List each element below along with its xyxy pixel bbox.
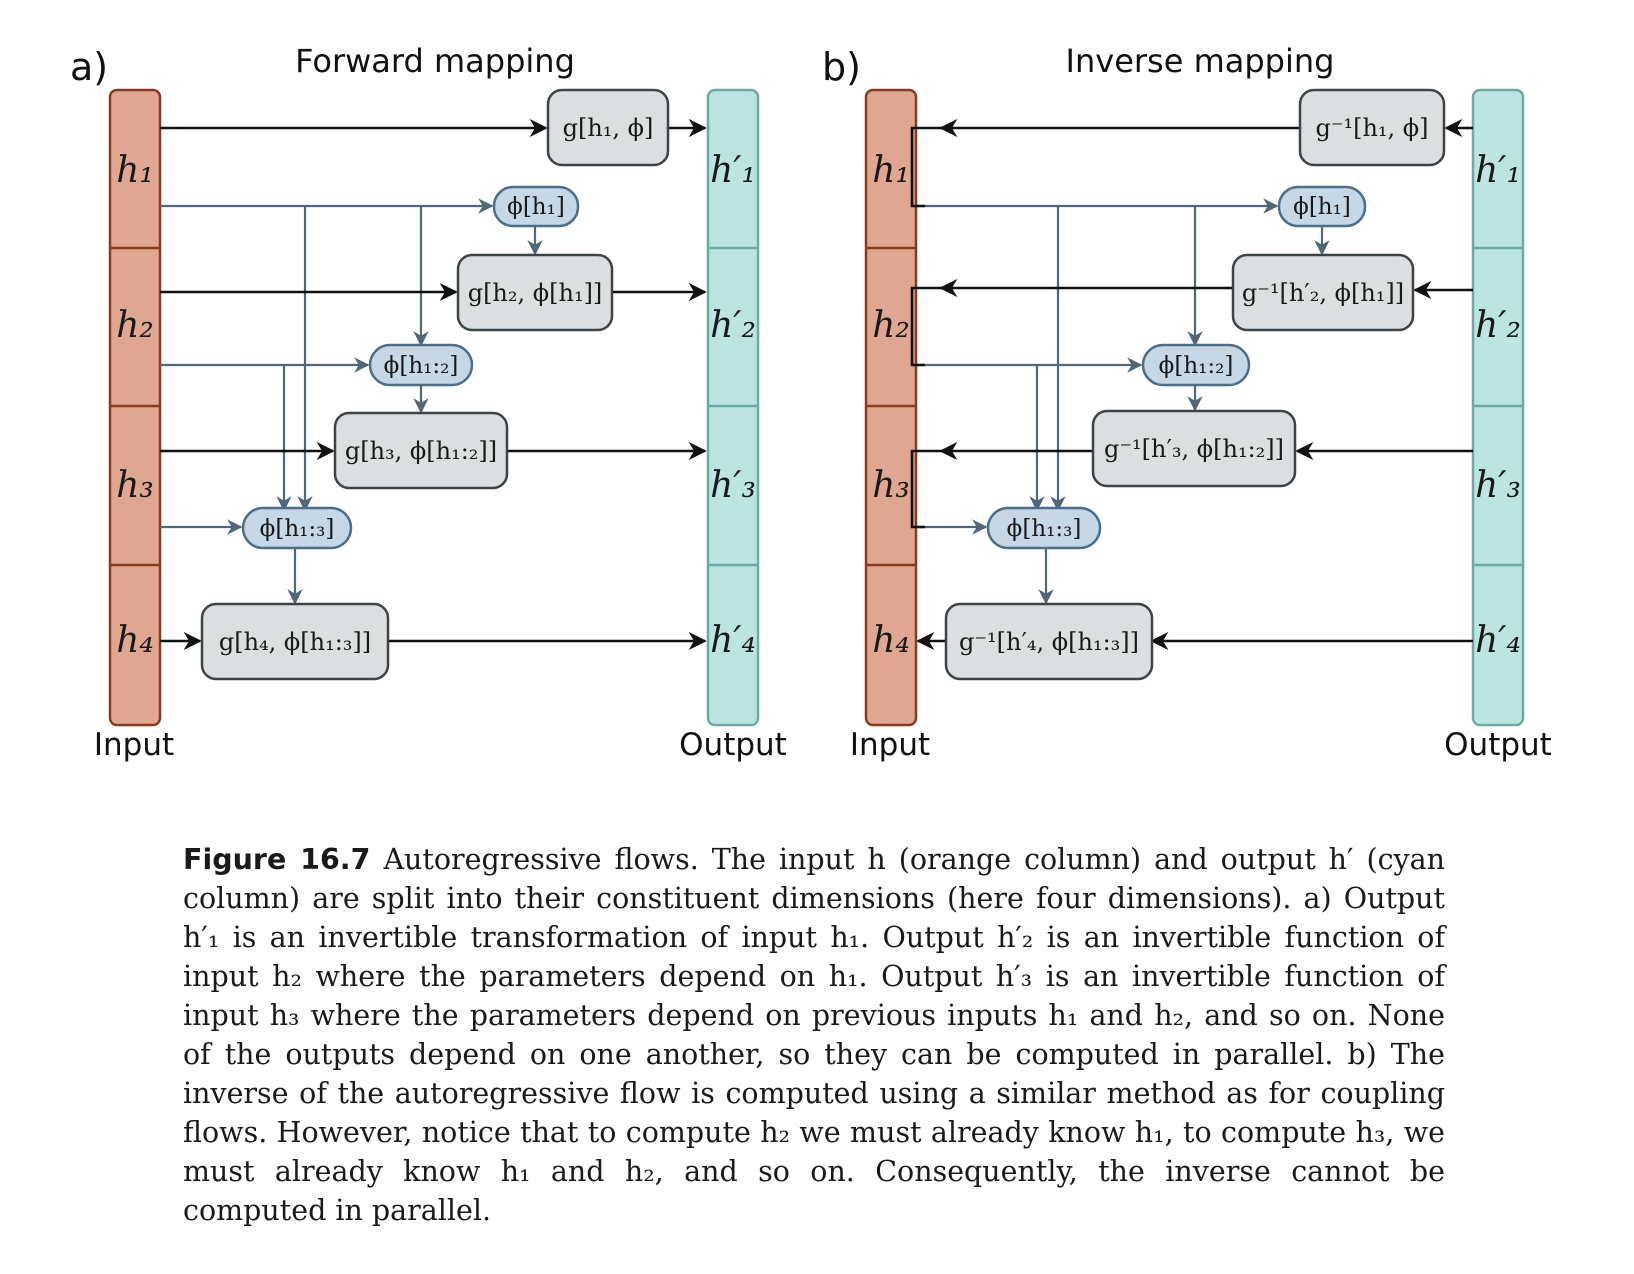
panel-a-phi-box-1: ϕ[h₁] <box>492 185 580 228</box>
svg-text:g⁻¹[h₁, ϕ]: g⁻¹[h₁, ϕ] <box>1315 114 1428 142</box>
panel-b-phi-box-3: ϕ[h₁:₃] <box>986 506 1102 550</box>
panel-b-input-label: Input <box>850 727 930 763</box>
svg-text:g[h₁, ϕ]: g[h₁, ϕ] <box>563 114 654 142</box>
svg-text:g[h₂, ϕ[h₁]]: g[h₂, ϕ[h₁]] <box>468 279 603 307</box>
panel-a-input-h1: h₁ <box>116 150 154 191</box>
panel-a-output-h2: h′₂ <box>710 305 756 346</box>
figure-caption-text: Autoregressive flows. The input h (orang… <box>183 843 1445 1227</box>
panel-a-input-label: Input <box>94 727 174 763</box>
svg-text:ϕ[h₁]: ϕ[h₁] <box>1293 194 1351 220</box>
svg-text:g[h₄, ϕ[h₁:₃]]: g[h₄, ϕ[h₁:₃]] <box>219 628 371 656</box>
panel-b-output-column: h′₁ h′₂ h′₃ h′₄ <box>1471 88 1525 727</box>
svg-text:ϕ[h₁]: ϕ[h₁] <box>507 194 565 220</box>
panel-b-output-label: Output <box>1444 727 1552 763</box>
panel-forward-mapping: a) Forward mapping h₁ h₂ h₃ h₄ Input h′₁… <box>70 42 787 763</box>
panel-b-input-h3: h₃ <box>872 465 910 506</box>
panel-a-phi-box-3: ϕ[h₁:₃] <box>241 506 353 550</box>
panel-b-input-h4: h₄ <box>872 620 910 661</box>
panel-b-flow-arrows <box>910 118 1473 651</box>
svg-text:ϕ[h₁:₃]: ϕ[h₁:₃] <box>1007 516 1082 542</box>
figure-label: Figure 16.7 <box>183 843 371 876</box>
panel-a-phi-box-2: ϕ[h₁:₂] <box>368 343 474 387</box>
panel-b-dependency-lines <box>914 198 1330 605</box>
svg-text:g⁻¹[h′₃, ϕ[h₁:₂]]: g⁻¹[h′₃, ϕ[h₁:₂]] <box>1104 435 1284 463</box>
panel-a-flow-arrows <box>160 118 707 651</box>
panel-b-g-inverse-box-3: g⁻¹[h′₃, ϕ[h₁:₂]] <box>1091 409 1297 488</box>
panel-b-input-column: h₁ h₂ h₃ h₄ <box>864 88 918 727</box>
panel-b-output-h2: h′₂ <box>1475 305 1521 346</box>
panel-b-phi-box-1: ϕ[h₁] <box>1277 185 1367 228</box>
panel-b-title: Inverse mapping <box>1066 42 1335 80</box>
panel-a-output-h1: h′₁ <box>710 150 756 191</box>
panel-a-input-h4: h₄ <box>116 620 154 661</box>
panel-inverse-mapping: b) Inverse mapping h₁ h₂ h₃ h₄ Input h′₁… <box>822 42 1552 763</box>
panel-b-output-h4: h′₄ <box>1475 620 1521 661</box>
figure-caption: Figure 16.7 Autoregressive flows. The in… <box>183 840 1445 1230</box>
panel-a-input-h3: h₃ <box>116 465 154 506</box>
panel-a-title: Forward mapping <box>295 42 575 80</box>
panel-b-phi-box-2: ϕ[h₁:₂] <box>1141 343 1251 387</box>
svg-text:ϕ[h₁:₂]: ϕ[h₁:₂] <box>1159 353 1234 379</box>
panel-a-g-box-1: g[h₁, ϕ] <box>546 88 670 167</box>
panel-b-input-h2: h₂ <box>872 305 910 346</box>
panel-b-output-h1: h′₁ <box>1475 150 1521 191</box>
panel-b-g-inverse-box-1: g⁻¹[h₁, ϕ] <box>1298 88 1446 167</box>
panel-b-input-h1: h₁ <box>872 150 910 191</box>
panel-b-g-inverse-box-2: g⁻¹[h′₂, ϕ[h₁]] <box>1231 253 1415 332</box>
autoregressive-flow-diagram: a) Forward mapping h₁ h₂ h₃ h₄ Input h′₁… <box>70 42 1552 763</box>
panel-a-g-box-4: g[h₄, ϕ[h₁:₃]] <box>200 602 390 681</box>
panel-a-output-column: h′₁ h′₂ h′₃ h′₄ <box>706 88 760 727</box>
panel-a-input-column: h₁ h₂ h₃ h₄ <box>108 88 162 727</box>
panel-a-g-box-3: g[h₃, ϕ[h₁:₂]] <box>333 411 509 490</box>
panel-a-output-h4: h′₄ <box>710 620 756 661</box>
panel-b-letter: b) <box>822 45 861 89</box>
panel-a-output-label: Output <box>679 727 787 763</box>
svg-text:ϕ[h₁:₃]: ϕ[h₁:₃] <box>260 516 335 542</box>
panel-a-letter: a) <box>70 45 108 89</box>
svg-text:g[h₃, ϕ[h₁:₂]]: g[h₃, ϕ[h₁:₂]] <box>345 437 497 465</box>
panel-b-g-inverse-box-4: g⁻¹[h′₄, ϕ[h₁:₃]] <box>944 602 1154 681</box>
panel-a-dependency-lines <box>160 198 543 605</box>
svg-text:ϕ[h₁:₂]: ϕ[h₁:₂] <box>384 353 459 379</box>
panel-a-output-h3: h′₃ <box>710 465 756 506</box>
svg-text:g⁻¹[h′₂, ϕ[h₁]]: g⁻¹[h′₂, ϕ[h₁]] <box>1242 279 1404 307</box>
panel-a-g-box-2: g[h₂, ϕ[h₁]] <box>456 253 614 332</box>
panel-a-input-h2: h₂ <box>116 305 154 346</box>
panel-b-output-h3: h′₃ <box>1475 465 1521 506</box>
svg-text:g⁻¹[h′₄, ϕ[h₁:₃]]: g⁻¹[h′₄, ϕ[h₁:₃]] <box>959 628 1139 656</box>
